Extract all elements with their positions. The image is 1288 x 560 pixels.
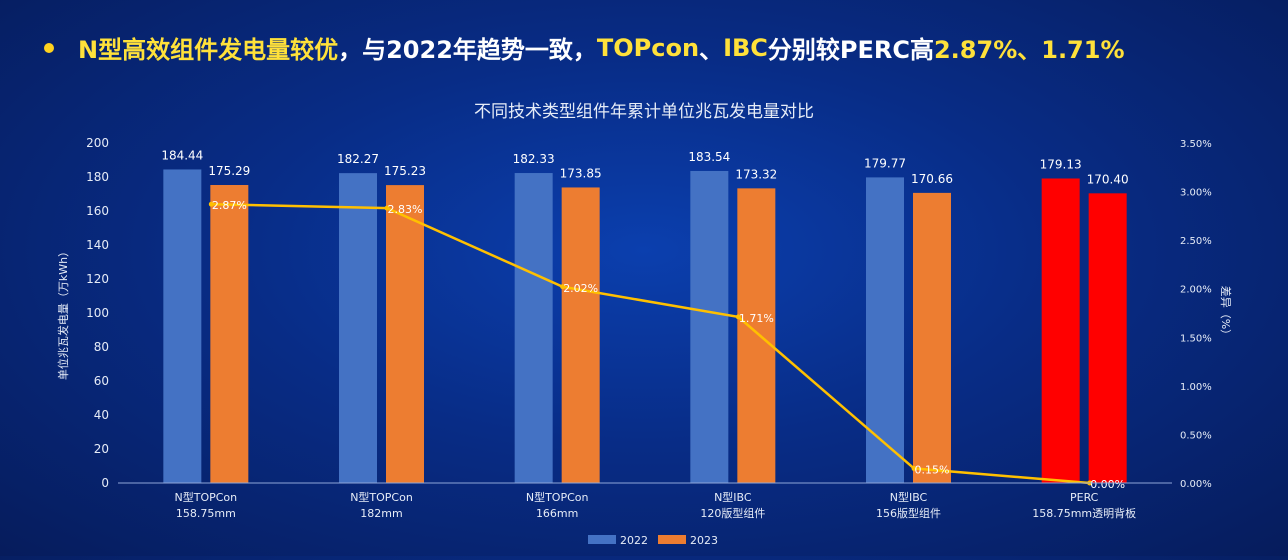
y2-tick-label: 3.00% <box>1180 188 1212 199</box>
y-tick-label: 80 <box>94 340 109 354</box>
legend-swatch-2022 <box>588 535 616 544</box>
diff-label: 1.71% <box>739 312 774 325</box>
headline-part5: IBC <box>723 33 768 62</box>
diff-label: 2.02% <box>563 282 598 295</box>
diff-point <box>911 465 917 471</box>
headline: N型高效组件发电量较优 ，与2022年趋势一致， TOPcon 、 IBC 分别… <box>44 30 1125 65</box>
headline-part4: 、 <box>699 36 724 64</box>
data-label-2022: 179.77 <box>864 156 906 170</box>
data-label-2023: 173.32 <box>735 167 777 181</box>
bar-2022 <box>163 169 202 483</box>
diff-label: 0.15% <box>915 463 950 476</box>
y-tick-label: 200 <box>86 136 109 150</box>
bar-2023 <box>913 192 951 484</box>
data-label-2023: 170.40 <box>1087 172 1129 186</box>
legend-label-2023: 2023 <box>690 534 718 547</box>
headline-part1: N型高效组件发电量较优 <box>78 36 339 64</box>
x-tick-label: N型TOPCon <box>350 490 413 504</box>
y-tick-label: 0 <box>101 476 109 490</box>
x-tick-sublabel: 120版型组件 <box>700 506 765 520</box>
y-tick-label: 160 <box>86 204 109 218</box>
bar-2023 <box>386 185 424 483</box>
data-label-2023: 175.23 <box>384 164 426 178</box>
bar-2023 <box>1088 193 1127 483</box>
bar-2022 <box>866 177 904 484</box>
chart-title: 不同技术类型组件年累计单位兆瓦发电量对比 <box>474 102 814 122</box>
y2-tick-label: 1.00% <box>1180 382 1212 393</box>
diff-point <box>208 201 214 207</box>
legend-label-2022: 2022 <box>620 534 648 547</box>
x-tick-label: N型IBC <box>714 490 752 504</box>
y-tick-label: 60 <box>94 374 109 388</box>
diff-point <box>735 314 741 320</box>
diff-label: 2.83% <box>388 203 423 216</box>
legend-swatch-2023 <box>658 535 686 544</box>
diff-label: 2.87% <box>212 199 247 212</box>
data-label-2023: 170.66 <box>911 172 953 186</box>
headline-part3: TOPcon <box>596 33 700 62</box>
x-tick-sublabel: 158.75mm <box>176 507 236 520</box>
y2-tick-label: 0.50% <box>1180 430 1212 441</box>
headline-part7: 2.87%、1.71% <box>933 36 1125 64</box>
diff-point <box>560 284 566 290</box>
diff-label: 0.00% <box>1090 478 1125 491</box>
y-tick-label: 40 <box>94 408 109 422</box>
headline-part6: 分别较PERC高 <box>767 36 934 64</box>
bar-2023 <box>210 185 249 483</box>
y-tick-label: 180 <box>86 170 109 184</box>
bar-2023 <box>561 187 600 483</box>
data-label-2022: 179.13 <box>1040 157 1082 171</box>
bar-2022 <box>339 173 377 484</box>
y2-tick-label: 0.00% <box>1180 479 1212 490</box>
y-axis-label: 单位兆瓦发电量（万kWh） <box>56 246 70 380</box>
x-tick-label: PERC <box>1070 491 1099 504</box>
x-tick-sublabel: 156版型组件 <box>876 506 941 520</box>
bullet-icon <box>44 42 54 53</box>
x-tick-sublabel: 158.75mm透明背板 <box>1032 506 1136 520</box>
diff-line <box>211 202 1090 485</box>
data-label-2022: 182.27 <box>337 152 379 166</box>
y2-tick-label: 3.50% <box>1180 139 1212 150</box>
diff-point <box>384 205 390 211</box>
x-tick-label: N型IBC <box>890 490 928 504</box>
y2-axis-label: 差异（%） <box>1219 286 1233 340</box>
y2-tick-label: 1.50% <box>1180 333 1212 344</box>
y-tick-label: 120 <box>86 272 109 286</box>
x-tick-label: N型TOPCon <box>175 490 238 504</box>
headline-part2: ，与2022年趋势一致， <box>338 36 597 64</box>
x-tick-label: N型TOPCon <box>526 490 589 504</box>
y2-tick-label: 2.00% <box>1180 285 1212 296</box>
bar-2022 <box>514 173 553 483</box>
x-tick-sublabel: 166mm <box>536 507 578 520</box>
y2-tick-label: 2.50% <box>1180 236 1212 247</box>
bar-2022 <box>1041 178 1080 483</box>
bar-2023 <box>737 188 776 483</box>
x-tick-sublabel: 182mm <box>360 507 402 520</box>
data-label-2022: 184.44 <box>161 148 203 162</box>
data-label-2023: 175.29 <box>208 164 250 178</box>
data-label-2023: 173.85 <box>560 166 602 180</box>
data-label-2022: 182.33 <box>513 152 555 166</box>
y-tick-label: 140 <box>86 238 109 252</box>
y-tick-label: 100 <box>86 306 109 320</box>
data-label-2022: 183.54 <box>688 150 730 164</box>
y-tick-label: 20 <box>94 442 109 456</box>
bar-2022 <box>690 170 729 483</box>
